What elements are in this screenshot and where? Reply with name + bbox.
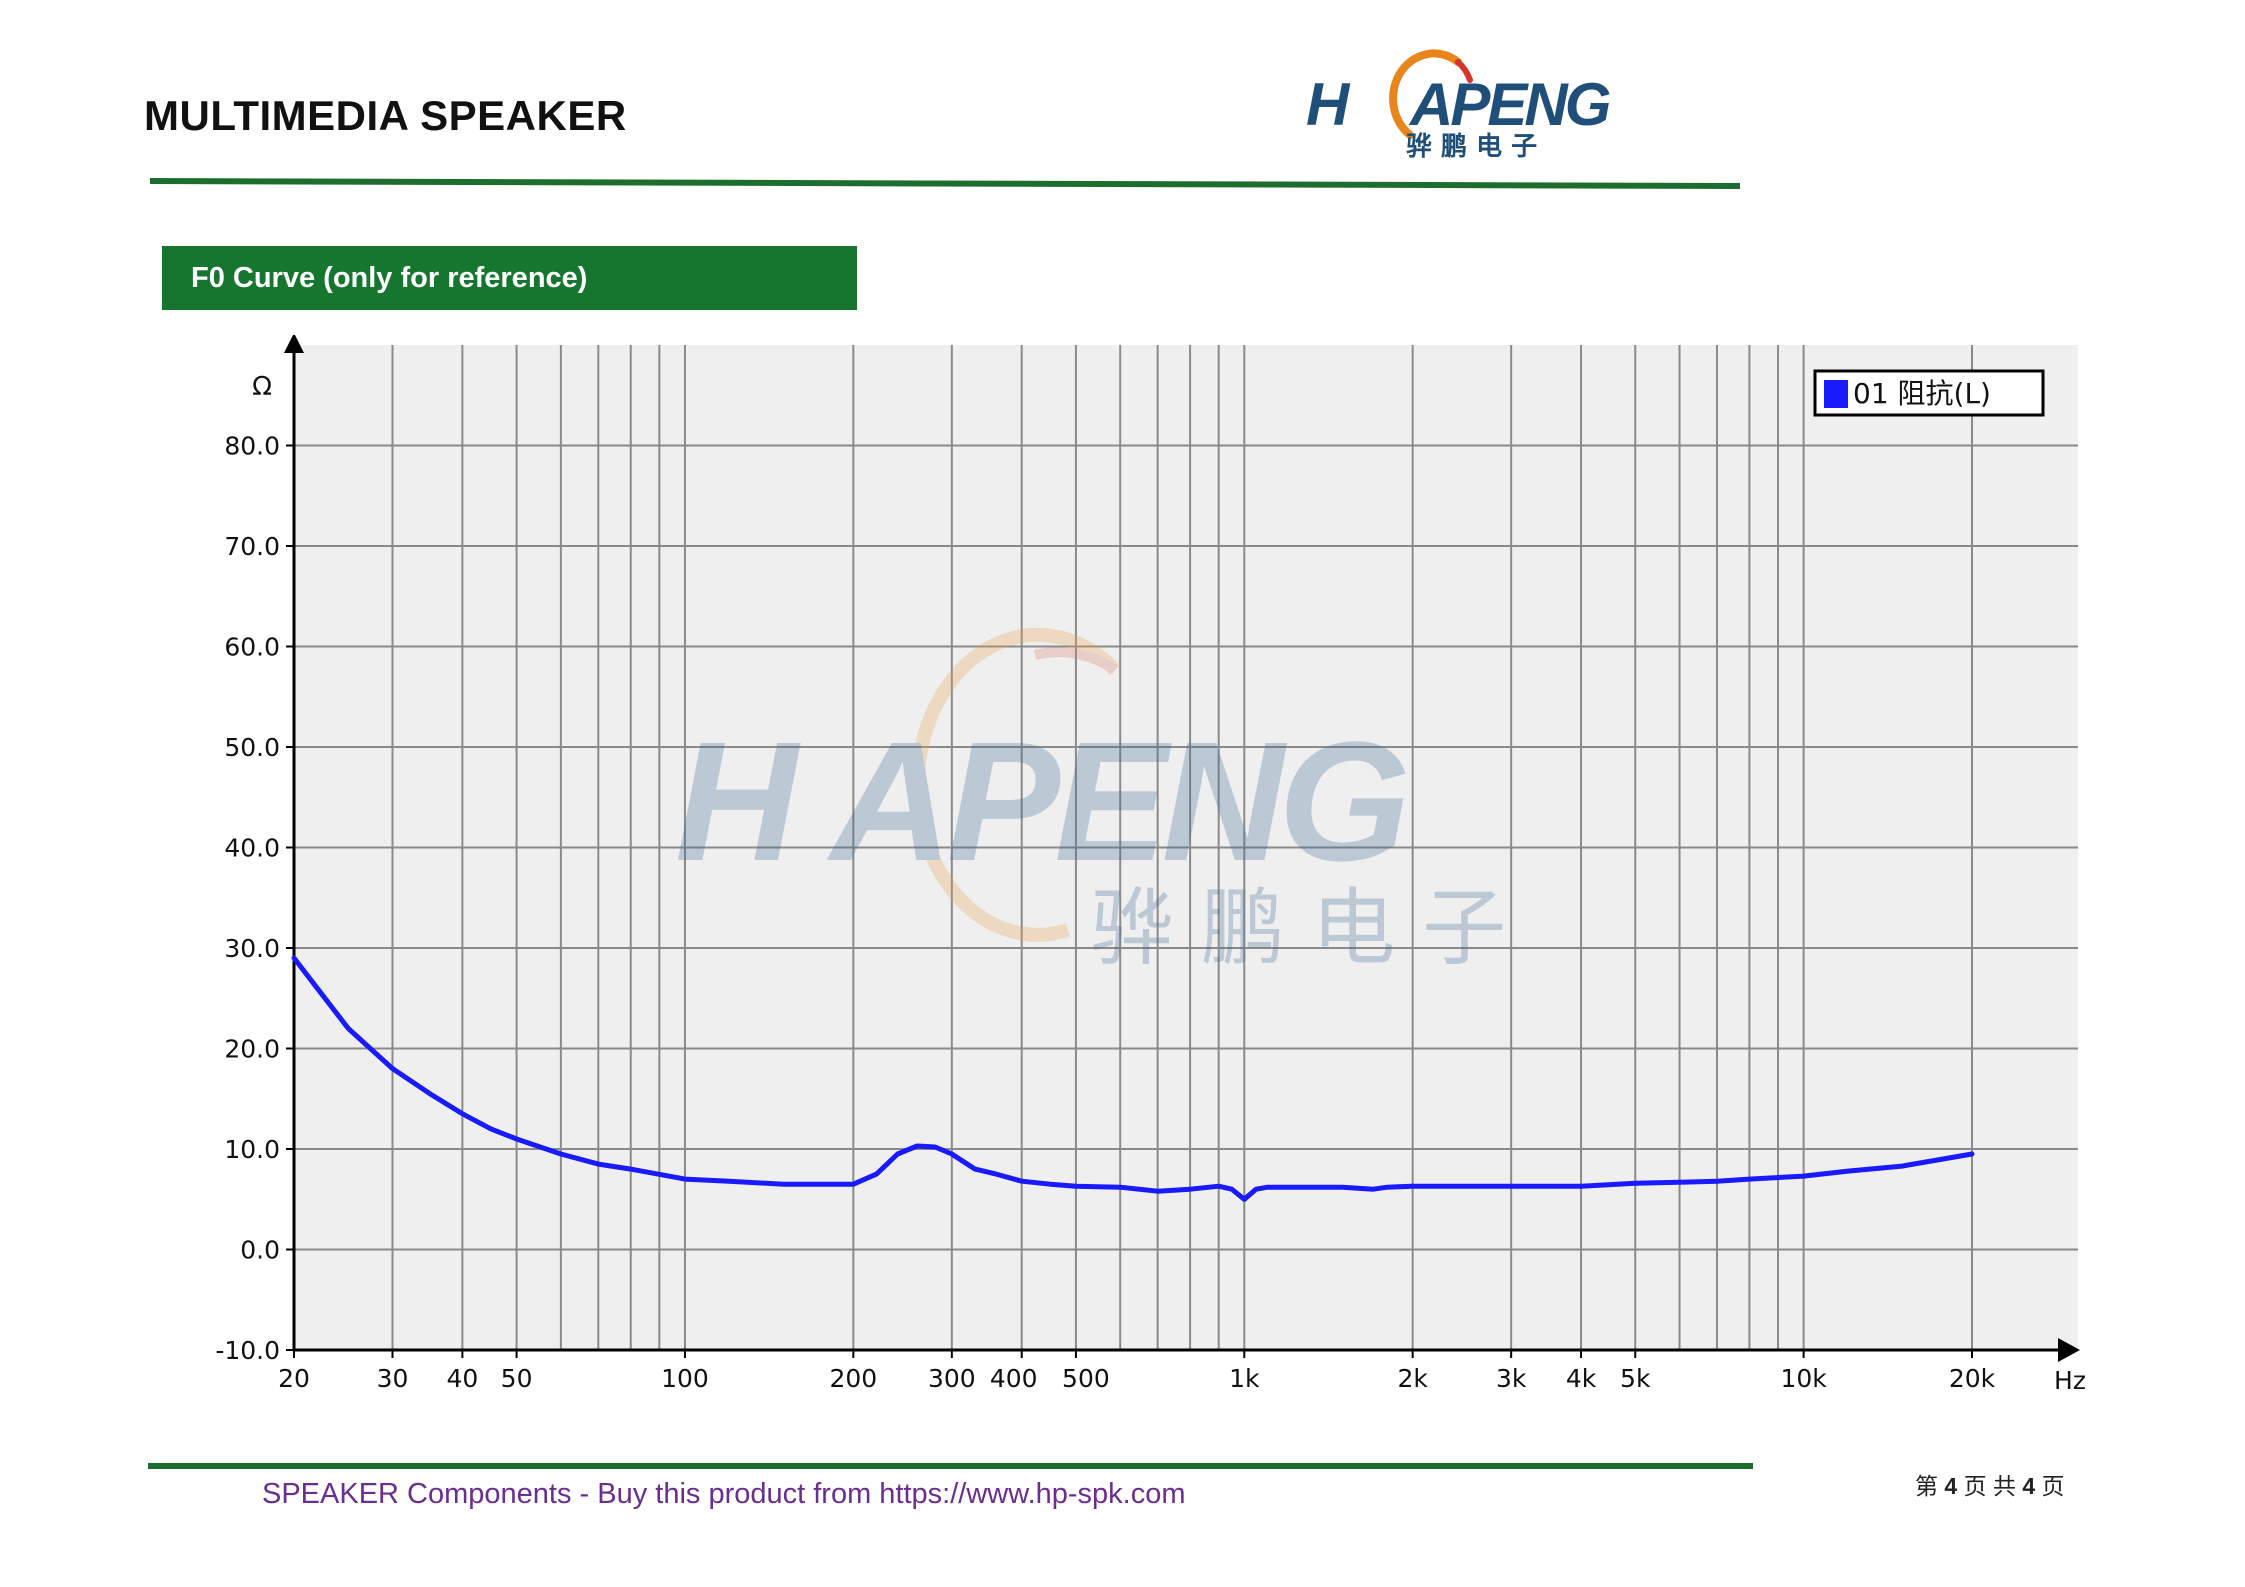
footer-link-text[interactable]: SPEAKER Components - Buy this product fr… — [262, 1478, 1186, 1510]
y-tick-label: 10.0 — [224, 1135, 280, 1164]
x-tick-label: 400 — [990, 1364, 1038, 1393]
x-tick-label: 20k — [1949, 1364, 1996, 1393]
chart-legend: 01 阻抗(L) — [1813, 369, 2045, 417]
x-axis-label: Hz — [2054, 1366, 2086, 1395]
watermark-subtext: 骅 鹏 电 子 — [1090, 879, 1506, 977]
header-divider — [149, 178, 1741, 189]
legend-box — [1813, 369, 2045, 417]
svg-text:H: H — [675, 707, 801, 897]
x-axis-arrow — [2058, 1338, 2080, 1362]
x-tick-label: 200 — [829, 1364, 877, 1393]
y-tick-label: 20.0 — [224, 1035, 280, 1064]
page-mid: 页 共 — [1963, 1473, 2016, 1499]
page-suffix: 页 — [2041, 1473, 2065, 1499]
x-tick-label: 40 — [446, 1364, 478, 1393]
x-tick-label: 4k — [1566, 1364, 1597, 1393]
impedance-curve — [291, 955, 1975, 1202]
svg-text:APENG: APENG — [826, 707, 1405, 897]
x-tick-label: 3k — [1496, 1364, 1527, 1393]
x-tick-label: 5k — [1620, 1364, 1651, 1393]
x-tick-label: 10k — [1780, 1364, 1827, 1393]
legend-swatch — [1824, 380, 1848, 408]
footer-divider — [148, 1463, 1753, 1469]
x-tick-label: 20 — [278, 1364, 310, 1393]
y-axis-label: Ω — [252, 372, 272, 402]
legend-label: 01 阻抗(L) — [1853, 377, 1991, 410]
x-tick-label: 500 — [1062, 1364, 1110, 1393]
y-tick-label: 50.0 — [224, 733, 280, 762]
page-number: 第 4 页 共 4 页 — [1915, 1467, 2065, 1501]
watermark: H APENG 骅 鹏 电 子 — [675, 627, 1506, 977]
page-total: 4 — [2022, 1473, 2036, 1499]
f0-impedance-chart: H APENG 骅 鹏 电 子 -10.0 0.0 10.0 20.0 30.0 40.0… — [190, 335, 2090, 1405]
y-tick-label: 0.0 — [240, 1236, 280, 1265]
x-tick-label: 30 — [377, 1364, 409, 1393]
x-tick-label: 50 — [501, 1364, 533, 1393]
x-tick-label: 1k — [1229, 1364, 1260, 1393]
y-tick-label: 60.0 — [224, 633, 280, 662]
section-title: F0 Curve (only for reference) — [162, 246, 857, 310]
document-title: MULTIMEDIA SPEAKER — [144, 92, 627, 139]
x-tick-label: 2k — [1397, 1364, 1428, 1393]
x-tick-label: 300 — [928, 1364, 976, 1393]
x-tick-label: 100 — [661, 1364, 709, 1393]
svg-text:H: H — [1306, 71, 1351, 138]
y-tick-label: 40.0 — [224, 834, 280, 863]
logo-subtext: 骅 鹏 电 子 — [1406, 132, 1537, 162]
y-axis-arrow — [284, 335, 304, 353]
page-current: 4 — [1944, 1473, 1958, 1499]
y-tick-label: -10.0 — [215, 1336, 280, 1365]
huapeng-logo: H APENG 骅 鹏 电 子 — [1290, 40, 1640, 170]
y-tick-label: 30.0 — [224, 934, 280, 963]
y-tick-label: 80.0 — [224, 432, 280, 461]
page-prefix: 第 — [1915, 1473, 1938, 1499]
y-tick-label: 70.0 — [224, 532, 280, 561]
svg-text:APENG: APENG — [1408, 71, 1610, 138]
